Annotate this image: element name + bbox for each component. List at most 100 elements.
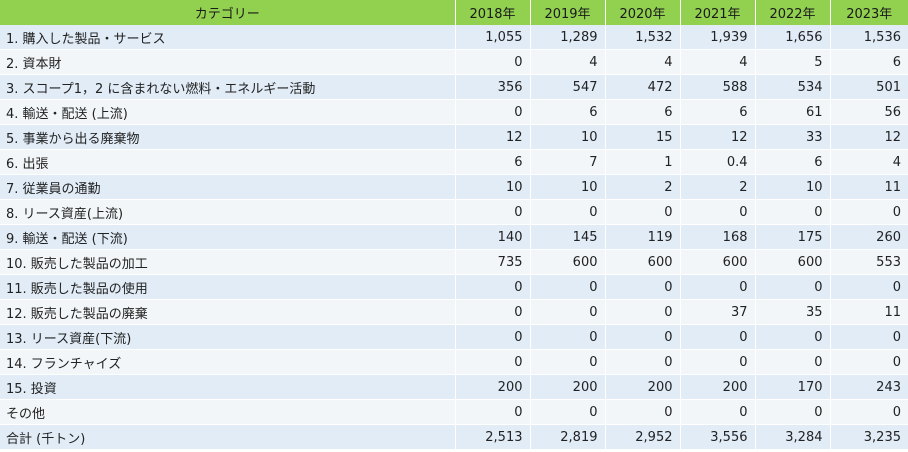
category-cell: 8. リース資産(上流) (0, 199, 456, 225)
value-cell: 356 (455, 74, 531, 100)
value-cell: 11 (830, 299, 908, 325)
value-cell: 1,939 (680, 25, 756, 50)
value-cell: 0 (530, 274, 606, 300)
value-cell: 547 (530, 74, 606, 100)
value-cell: 10 (530, 174, 606, 200)
table-row: 6. 出張 6 7 1 0.4 6 4 (0, 149, 908, 175)
value-cell: 6 (455, 149, 531, 175)
value-cell: 600 (680, 249, 756, 275)
value-cell: 0 (755, 349, 831, 375)
category-cell: 11. 販売した製品の使用 (0, 274, 456, 300)
value-cell: 1,536 (830, 25, 908, 50)
value-cell: 119 (605, 224, 681, 250)
table-header: カテゴリー 2018年 2019年 2020年 2021年 2022年 2023… (0, 0, 908, 25)
value-cell: 0 (455, 274, 531, 300)
value-cell: 0 (455, 324, 531, 350)
value-cell: 0 (530, 349, 606, 375)
category-cell: 13. リース資産(下流) (0, 324, 456, 350)
value-cell: 0 (755, 399, 831, 425)
value-cell: 11 (830, 174, 908, 200)
value-cell: 7 (530, 149, 606, 175)
table-row: 2. 資本財 0 4 4 4 5 6 (0, 49, 908, 75)
value-cell: 140 (455, 224, 531, 250)
value-cell: 3,235 (830, 424, 908, 450)
value-cell: 0 (455, 349, 531, 375)
header-year: 2018年 (455, 0, 531, 25)
value-cell: 2 (605, 174, 681, 200)
table-row: その他 0 0 0 0 0 0 (0, 399, 908, 425)
table-row: 12. 販売した製品の廃棄 0 0 0 37 35 11 (0, 299, 908, 325)
value-cell: 0 (605, 399, 681, 425)
header-year: 2021年 (680, 0, 756, 25)
value-cell: 37 (680, 299, 756, 325)
table-row: 14. フランチャイズ 0 0 0 0 0 0 (0, 349, 908, 375)
value-cell: 0 (455, 399, 531, 425)
value-cell: 0 (455, 199, 531, 225)
value-cell: 243 (830, 374, 908, 400)
value-cell: 35 (755, 299, 831, 325)
value-cell: 0 (530, 299, 606, 325)
table-row: 3. スコープ1，2 に含まれない燃料・エネルギー活動 356 547 472 588 5… (0, 74, 908, 100)
value-cell: 0 (605, 349, 681, 375)
value-cell: 0 (455, 99, 531, 125)
value-cell: 1,656 (755, 25, 831, 50)
value-cell: 0 (605, 299, 681, 325)
header-year: 2019年 (530, 0, 606, 25)
value-cell: 0 (755, 199, 831, 225)
value-cell: 6 (605, 99, 681, 125)
value-cell: 0 (830, 199, 908, 225)
value-cell: 600 (755, 249, 831, 275)
table-row: 7. 従業員の通勤 10 10 2 2 10 11 (0, 174, 908, 200)
category-cell: 6. 出張 (0, 149, 456, 175)
category-cell: 14. フランチャイズ (0, 349, 456, 375)
value-cell: 10 (530, 124, 606, 150)
category-cell: 4. 輸送・配送 (上流) (0, 99, 456, 125)
value-cell: 12 (680, 124, 756, 150)
value-cell: 6 (530, 99, 606, 125)
value-cell: 4 (680, 49, 756, 75)
table-row: 15. 投資 200 200 200 200 170 243 (0, 374, 908, 400)
value-cell: 3,556 (680, 424, 756, 450)
category-cell: その他 (0, 399, 456, 425)
category-cell: 5. 事業から出る廃棄物 (0, 124, 456, 150)
value-cell: 0 (680, 274, 756, 300)
table-row: 11. 販売した製品の使用 0 0 0 0 0 0 (0, 274, 908, 300)
category-cell: 9. 輸送・配送 (下流) (0, 224, 456, 250)
value-cell: 0 (605, 274, 681, 300)
value-cell: 534 (755, 74, 831, 100)
value-cell: 170 (755, 374, 831, 400)
category-cell: 12. 販売した製品の廃棄 (0, 299, 456, 325)
table-row: 13. リース資産(下流) 0 0 0 0 0 0 (0, 324, 908, 350)
value-cell: 168 (680, 224, 756, 250)
table-row: 4. 輸送・配送 (上流) 0 6 6 6 61 56 (0, 99, 908, 125)
value-cell: 175 (755, 224, 831, 250)
value-cell: 1,532 (605, 25, 681, 50)
table-row: 10. 販売した製品の加工 735 600 600 600 600 553 (0, 249, 908, 275)
header-year: 2022年 (755, 0, 831, 25)
value-cell: 61 (755, 99, 831, 125)
category-cell: 7. 従業員の通勤 (0, 174, 456, 200)
value-cell: 0 (680, 349, 756, 375)
value-cell: 260 (830, 224, 908, 250)
value-cell: 12 (455, 124, 531, 150)
category-cell: 1. 購入した製品・サービス (0, 25, 456, 50)
category-cell: 10. 販売した製品の加工 (0, 249, 456, 275)
value-cell: 0 (455, 299, 531, 325)
table-row: 1. 購入した製品・サービス 1,055 1,289 1,532 1,939 1,656 1… (0, 25, 908, 50)
category-cell: 合計 (千トン) (0, 424, 456, 450)
value-cell: 600 (605, 249, 681, 275)
value-cell: 6 (830, 49, 908, 75)
value-cell: 0 (830, 399, 908, 425)
value-cell: 0 (455, 49, 531, 75)
value-cell: 0 (830, 274, 908, 300)
value-cell: 4 (830, 149, 908, 175)
value-cell: 600 (530, 249, 606, 275)
header-year: 2020年 (605, 0, 681, 25)
value-cell: 588 (680, 74, 756, 100)
header-year: 2023年 (830, 0, 908, 25)
value-cell: 56 (830, 99, 908, 125)
category-cell: 3. スコープ1，2 に含まれない燃料・エネルギー活動 (0, 74, 456, 100)
table-row: 8. リース資産(上流) 0 0 0 0 0 0 (0, 199, 908, 225)
value-cell: 200 (455, 374, 531, 400)
